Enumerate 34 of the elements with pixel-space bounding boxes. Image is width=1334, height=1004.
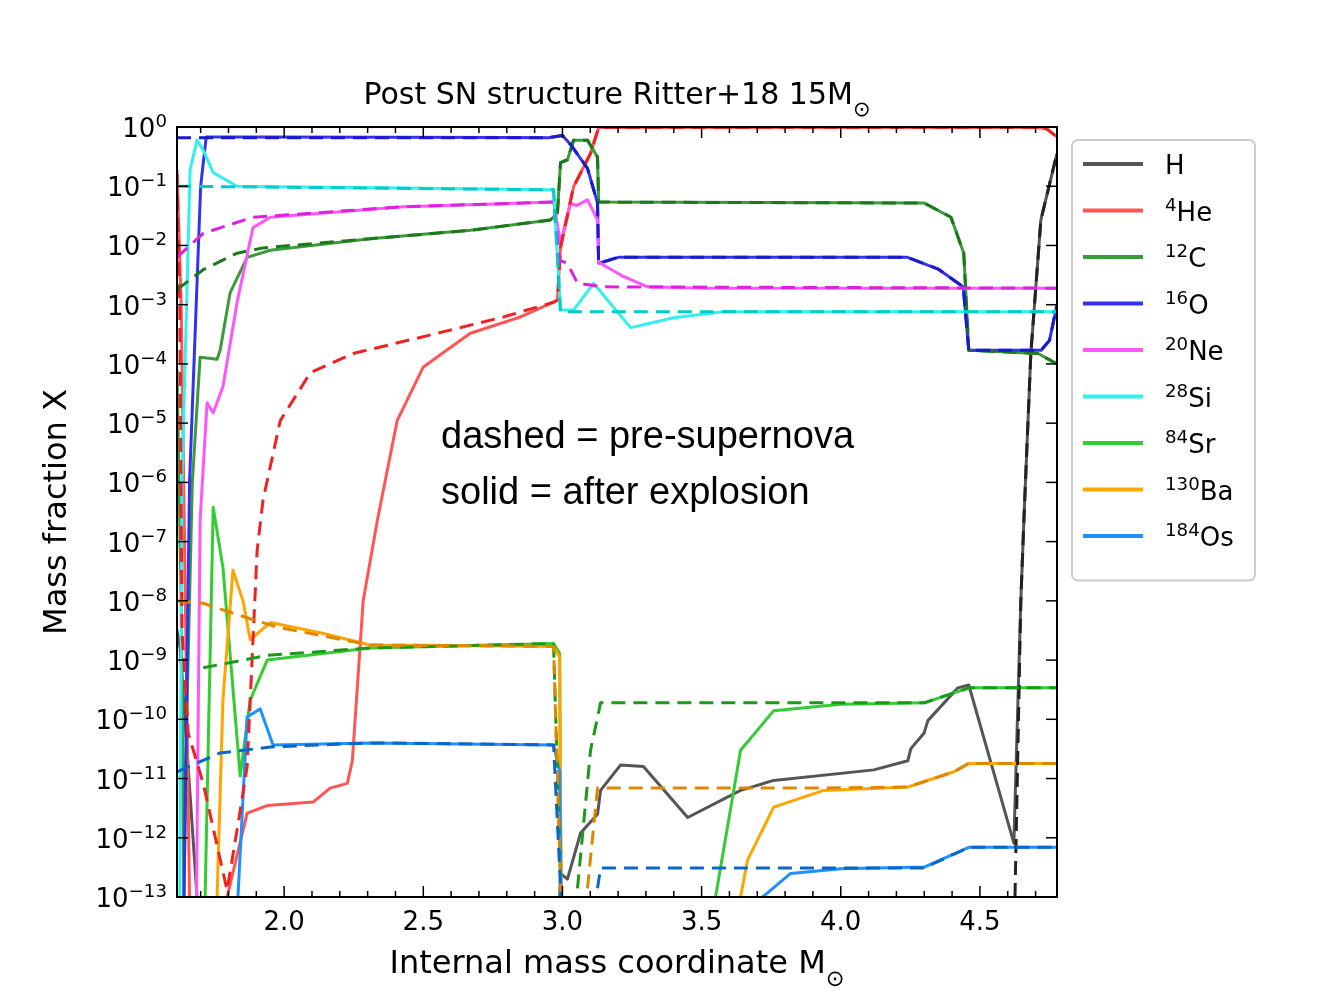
- x-tick-label: 3.0: [541, 906, 584, 936]
- x-tick-label: 4.5: [959, 906, 1001, 936]
- legend-label: $^{20}$Ne: [1165, 332, 1224, 366]
- y-tick-label: 10$^{−11}$: [95, 761, 167, 795]
- y-axis-title: Mass fraction X: [36, 389, 74, 635]
- y-tick-label: 10$^{−3}$: [107, 287, 167, 321]
- legend-label: $^{130}$Ba: [1165, 472, 1234, 506]
- x-tick-label: 2.5: [402, 906, 444, 936]
- annotation: dashed = pre-supernova: [441, 414, 855, 456]
- y-tick-label: 10$^{−5}$: [107, 405, 167, 440]
- y-tick-label: 10$^{−7}$: [107, 524, 167, 558]
- y-tick-label: 10$^{−10}$: [95, 701, 167, 736]
- y-tick-label: 10$^{−6}$: [107, 464, 167, 499]
- y-tick-label: 10$^{−9}$: [107, 642, 167, 677]
- y-tick-label: 10$^{−4}$: [107, 346, 167, 380]
- chart-title: Post SN structure Ritter+18 15M$_{⊙}$: [363, 76, 871, 121]
- y-tick-label: 10$^{−13}$: [95, 879, 167, 913]
- legend-label: $^{184}$Os: [1165, 518, 1234, 552]
- y-tick-label: 10$^{−12}$: [95, 820, 167, 854]
- legend-label: H: [1165, 150, 1185, 180]
- x-tick-label: 4.0: [820, 906, 862, 936]
- legend-label: $^{12}$C: [1165, 239, 1207, 273]
- x-axis-title: Internal mass coordinate M$_{⊙}$: [389, 943, 845, 991]
- x-tick-label: 3.5: [680, 906, 723, 936]
- legend-label: $^{84}$Sr: [1165, 425, 1216, 459]
- legend-label: $^{28}$Si: [1165, 379, 1212, 413]
- legend-label: $^{4}$He: [1165, 193, 1213, 227]
- y-tick-label: 10$^{−8}$: [107, 583, 167, 617]
- annotation: solid = after explosion: [441, 470, 810, 512]
- y-tick-label: 10$^{−2}$: [107, 227, 167, 262]
- x-tick-label: 2.0: [263, 906, 305, 936]
- legend-label: $^{16}$O: [1165, 286, 1209, 320]
- y-tick-label: 10$^{−1}$: [107, 168, 167, 203]
- y-tick-label: 10$^{0}$: [122, 109, 167, 143]
